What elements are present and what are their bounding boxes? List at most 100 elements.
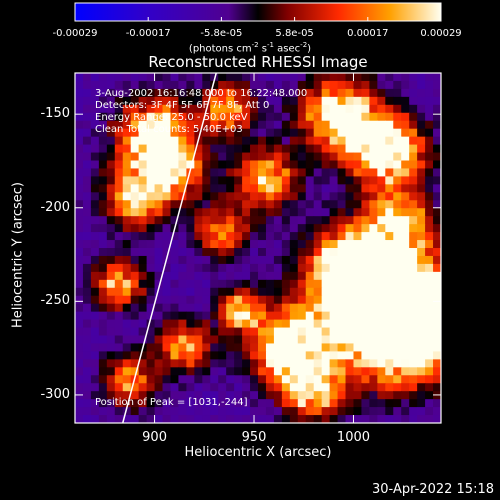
heatmap-cell — [154, 335, 164, 344]
heatmap-cell — [162, 192, 171, 201]
heatmap-cell — [234, 216, 243, 225]
heatmap-cell — [250, 279, 259, 289]
heatmap-cell — [122, 383, 132, 392]
heatmap-cell — [82, 232, 92, 241]
heatmap-cell — [162, 80, 171, 90]
heatmap-cell — [345, 192, 354, 201]
heatmap-cell — [409, 343, 418, 352]
heatmap-cell — [345, 224, 354, 233]
heatmap-cell — [417, 232, 426, 241]
heatmap-cell — [273, 88, 283, 98]
heatmap-cell — [90, 383, 100, 392]
heatmap-cell — [401, 184, 410, 193]
heatmap-cell — [313, 359, 323, 368]
heatmap-cell — [313, 184, 323, 193]
heatmap-cell — [289, 327, 299, 336]
heatmap-cell — [210, 120, 219, 130]
heatmap-cell — [273, 104, 283, 114]
heatmap-cell — [90, 335, 100, 344]
heatmap-cell — [265, 216, 275, 225]
heatmap-cell — [297, 359, 307, 368]
heatmap-cell — [393, 176, 402, 185]
heatmap-cell — [329, 319, 339, 329]
heatmap-cell — [122, 152, 132, 161]
heatmap-cell — [194, 232, 203, 241]
heatmap-cell — [98, 128, 108, 138]
heatmap-cell — [385, 232, 394, 241]
heatmap-cell — [90, 136, 100, 146]
heatmap-cell — [234, 184, 243, 193]
heatmap-cell — [170, 367, 179, 376]
heatmap-cell — [250, 240, 259, 249]
heatmap-cell — [90, 176, 100, 185]
heatmap-cell — [297, 240, 307, 249]
heatmap-cell — [425, 311, 434, 321]
heatmap-cell — [146, 407, 156, 416]
heatmap-cell — [234, 335, 243, 344]
heatmap-cell — [361, 295, 370, 305]
heatmap-cell — [178, 295, 187, 305]
heatmap-cell — [82, 152, 92, 161]
heatmap-cell — [210, 279, 219, 289]
heatmap-cell — [218, 176, 227, 185]
heatmap-cell — [305, 184, 315, 193]
heatmap-cell — [202, 343, 211, 352]
heatmap-cell — [250, 319, 259, 329]
heatmap-cell — [337, 335, 347, 344]
heatmap-cell — [313, 415, 323, 424]
heatmap-cell — [226, 208, 235, 217]
heatmap-cell — [305, 343, 315, 352]
heatmap-cell — [146, 279, 156, 289]
heatmap-cell — [258, 240, 267, 249]
heatmap-cell — [210, 176, 219, 185]
heatmap-cell — [194, 192, 203, 201]
heatmap-cell — [98, 73, 108, 82]
heatmap-cell — [425, 232, 434, 241]
heatmap-cell — [313, 248, 323, 257]
heatmap-cell — [329, 88, 339, 98]
heatmap-cell — [122, 399, 132, 408]
heatmap-cell — [146, 208, 156, 217]
heatmap-cell — [417, 128, 426, 138]
heatmap-cell — [297, 351, 307, 360]
heatmap-cell — [377, 160, 386, 169]
heatmap-cell — [289, 279, 299, 289]
heatmap-cell — [114, 263, 124, 273]
heatmap-cell — [178, 359, 187, 368]
heatmap-cell — [353, 248, 362, 257]
heatmap-cell — [146, 88, 156, 98]
heatmap-cell — [265, 255, 275, 265]
heatmap-cell — [305, 248, 315, 257]
heatmap-cell — [409, 112, 418, 122]
heatmap-cell — [146, 128, 156, 138]
heatmap-cell — [162, 248, 171, 257]
heatmap-cell — [154, 152, 164, 161]
heatmap-cell — [98, 311, 108, 321]
heatmap-cell — [218, 383, 227, 392]
heatmap-cell — [75, 319, 84, 329]
heatmap-cell — [122, 359, 132, 368]
heatmap-cell — [297, 96, 307, 106]
heatmap-cell — [210, 343, 219, 352]
heatmap-cell — [234, 375, 243, 384]
heatmap-cell — [170, 407, 179, 416]
heatmap-cell — [202, 224, 211, 233]
heatmap-cell — [265, 335, 275, 344]
heatmap-cell — [433, 168, 442, 177]
heatmap-cell — [114, 255, 124, 265]
heatmap-cell — [313, 73, 323, 82]
heatmap-cell — [265, 136, 275, 146]
heatmap-cell — [425, 104, 434, 114]
heatmap-cell — [194, 399, 203, 408]
heatmap-cell — [305, 96, 315, 106]
heatmap-cell — [82, 88, 92, 98]
heatmap-cell — [425, 407, 434, 416]
heatmap-cell — [82, 112, 92, 122]
heatmap-cell — [122, 80, 132, 90]
heatmap-cell — [393, 80, 402, 90]
heatmap-cell — [273, 248, 283, 257]
heatmap-cell — [425, 176, 434, 185]
heatmap-cell — [178, 248, 187, 257]
heatmap-cell — [114, 240, 124, 249]
colorbar-tick-label: 0.00017 — [347, 28, 389, 39]
